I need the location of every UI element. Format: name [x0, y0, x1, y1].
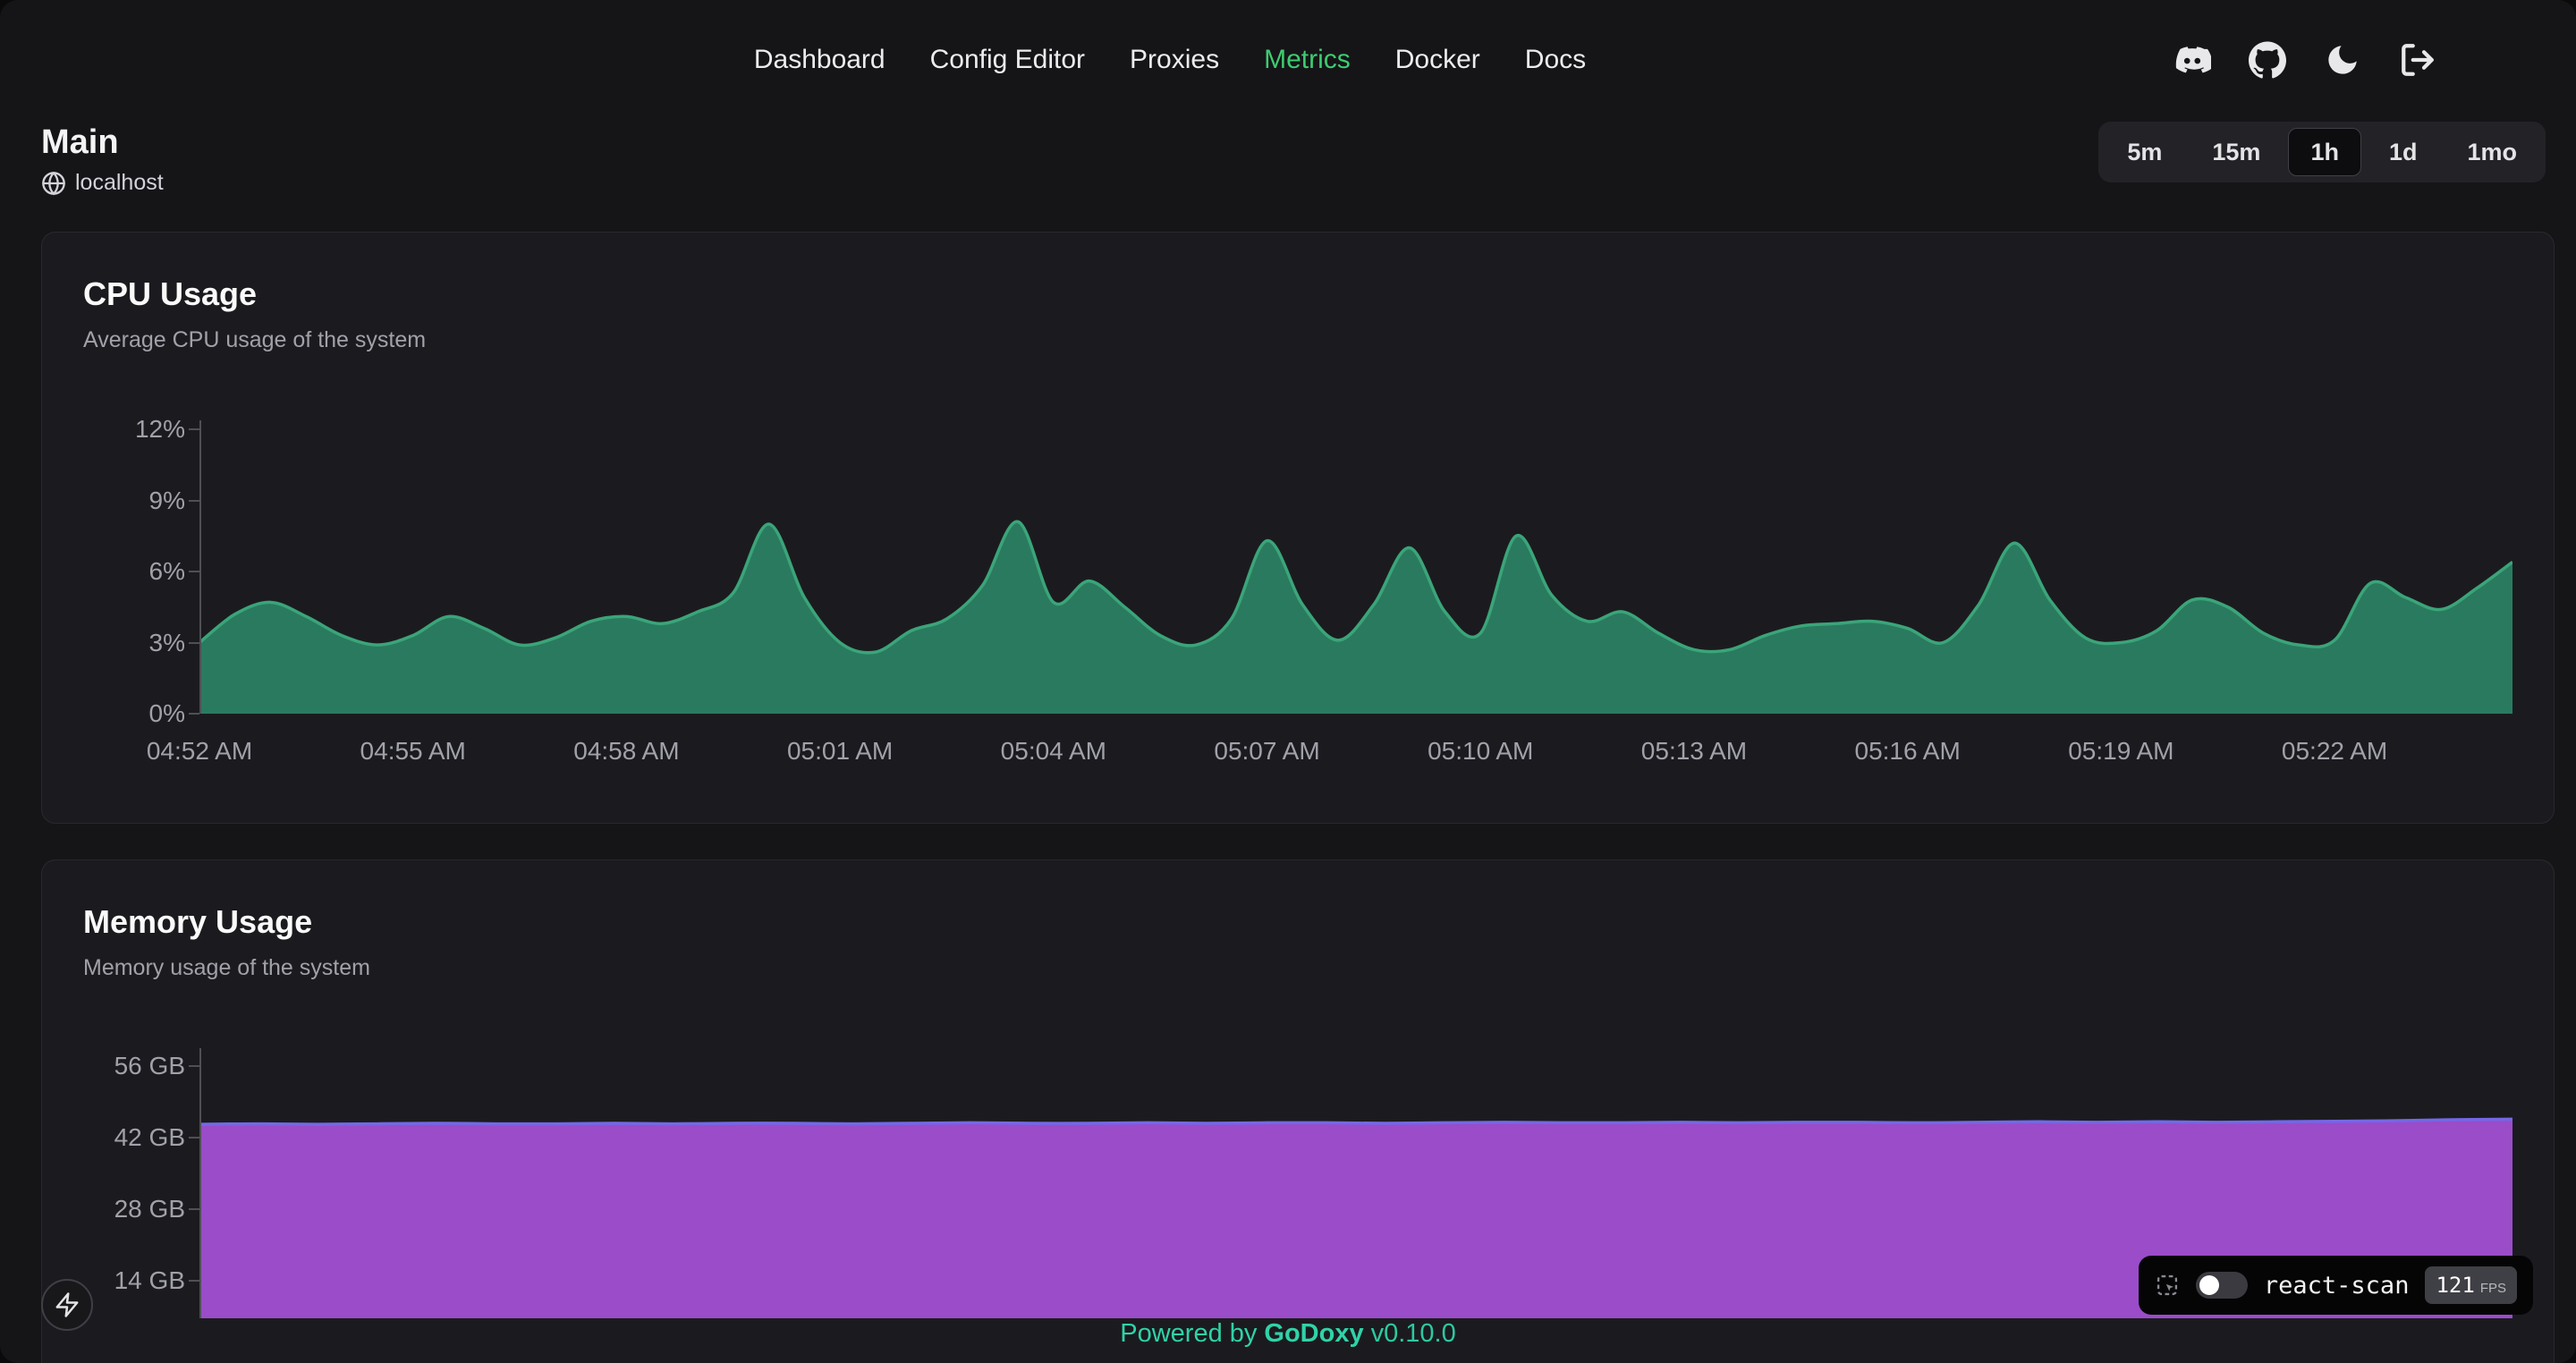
x-tick-label: 05:22 AM [2281, 737, 2388, 765]
x-tick-label: 05:04 AM [1000, 737, 1106, 765]
fps-badge: 121 FPS [2425, 1266, 2517, 1304]
cpu-usage-subtitle: Average CPU usage of the system [83, 327, 427, 352]
chart-plot-area [189, 1048, 2512, 1318]
metrics-main: CPU Usage Average CPU usage of the syste… [0, 232, 2576, 1363]
x-tick-label: 05:10 AM [1428, 737, 1534, 765]
y-axis-tick [189, 1280, 199, 1282]
x-tick-label: 04:55 AM [360, 737, 466, 765]
inspect-icon[interactable] [2155, 1273, 2180, 1298]
y-tick-label: 56 GB [114, 1052, 185, 1079]
x-tick-label: 05:01 AM [786, 737, 894, 765]
nav-icon-group [2174, 41, 2436, 79]
y-tick-label: 9% [148, 486, 185, 514]
y-tick-label: 6% [148, 557, 185, 585]
theme-toggle-button[interactable] [2324, 41, 2361, 79]
time-range-selector: 5m 15m 1h 1d 1mo [2098, 122, 2546, 182]
x-tick-label: 04:58 AM [573, 737, 680, 765]
y-tick-label: 14 GB [114, 1266, 185, 1294]
cpu-usage-title: CPU Usage [83, 275, 258, 312]
memory-usage-subtitle: Memory usage of the system [83, 955, 370, 980]
time-range-5m[interactable]: 5m [2105, 128, 2184, 176]
host-row: localhost [41, 170, 164, 196]
chart-clip [199, 1057, 2512, 1318]
lightning-icon [55, 1292, 79, 1317]
x-tick-label: 05:13 AM [1640, 737, 1748, 765]
nav-item-docs[interactable]: Docs [1524, 45, 1587, 74]
discord-button[interactable] [2174, 41, 2211, 79]
page-head: Main localhost 5m 15m 1h 1d 1mo [0, 122, 2576, 196]
y-axis-tick [189, 571, 199, 572]
logout-button[interactable] [2399, 41, 2436, 79]
x-axis-labels: 04:52 AM 04:55 AM 04:58 AM 05:01 AM 05:04 AM… [147, 737, 2512, 773]
x-tick-label: 05:16 AM [1854, 737, 1961, 765]
logout-icon [2402, 44, 2434, 76]
y-tick-label: 28 GB [114, 1195, 185, 1223]
y-axis-tick [189, 641, 199, 644]
time-range-1h[interactable]: 1h [2288, 128, 2361, 176]
top-nav: Dashboard Config Editor Proxies Metrics … [0, 0, 2576, 97]
nav-item-docker[interactable]: Docker [1394, 45, 1480, 74]
cpu-area-svg [199, 429, 2512, 714]
y-tick-label: 42 GB [114, 1123, 185, 1151]
memory-usage-chart: 14 GB 28 GB 42 GB 56 GB [83, 1048, 2512, 1318]
lightning-fab[interactable] [41, 1279, 93, 1331]
y-axis-tick [189, 1065, 199, 1067]
y-axis-tick [189, 1208, 199, 1210]
y-axis-tick [189, 1137, 199, 1139]
react-scan-toggle[interactable] [2195, 1272, 2248, 1299]
nav-item-proxies[interactable]: Proxies [1130, 45, 1220, 74]
memory-plot [189, 1048, 2512, 1318]
nav-item-dashboard[interactable]: Dashboard [753, 45, 886, 74]
site-info: Main localhost [41, 122, 164, 196]
y-axis-labels: 0% 3% 6% 9% 12% [83, 415, 199, 727]
memory-usage-card: Memory Usage Memory usage of the system … [41, 859, 2555, 1363]
memory-usage-title: Memory Usage [83, 903, 313, 940]
time-range-15m[interactable]: 15m [2190, 128, 2283, 176]
cpu-plot [189, 420, 2512, 715]
discord-icon [2175, 47, 2211, 73]
globe-icon [42, 171, 65, 195]
site-title: Main [41, 123, 119, 161]
time-range-1d[interactable]: 1d [2367, 128, 2440, 176]
y-axis-tick [189, 713, 199, 715]
y-tick-label: 3% [148, 628, 185, 656]
toggle-knob [2199, 1275, 2219, 1295]
y-axis-line [199, 1048, 201, 1318]
y-axis-line [199, 420, 201, 714]
fps-value: 121 [2436, 1273, 2475, 1298]
host-label: localhost [75, 170, 164, 195]
chart-plot-area: 04:52 AM 04:55 AM 04:58 AM 05:01 AM 05:04 AM… [147, 420, 2512, 773]
time-range-1mo[interactable]: 1mo [2445, 128, 2539, 176]
y-axis-labels: 14 GB 28 GB 42 GB 56 GB [83, 1052, 199, 1318]
github-icon [2249, 41, 2286, 79]
version-label: v0.10.0 [1370, 1319, 1456, 1348]
y-axis-tick [189, 499, 199, 502]
cpu-usage-card: CPU Usage Average CPU usage of the syste… [41, 232, 2555, 824]
x-tick-label: 04:52 AM [146, 737, 253, 765]
x-tick-label: 05:19 AM [2068, 737, 2174, 765]
nav-item-config-editor[interactable]: Config Editor [929, 45, 1086, 74]
godoxy-link[interactable]: GoDoxy [1264, 1319, 1364, 1348]
chart-clip [199, 429, 2512, 714]
powered-by-text: Powered by [1120, 1319, 1258, 1348]
y-tick-label: 12% [134, 415, 185, 443]
main-nav: Dashboard Config Editor Proxies Metrics … [754, 45, 1586, 75]
memory-area-svg [199, 1057, 2512, 1318]
cpu-usage-chart: 0% 3% 6% 9% 12% 04:52 AM 04:55 AM 04:58 AM 05:01… [83, 415, 2512, 773]
fps-unit: FPS [2479, 1281, 2506, 1296]
nav-item-metrics[interactable]: Metrics [1264, 45, 1351, 74]
footer: Powered by GoDoxy v0.10.0 [0, 1319, 2576, 1349]
y-axis-tick [189, 428, 199, 430]
x-tick-label: 05:07 AM [1214, 737, 1320, 765]
react-scan-label: react-scan [2263, 1271, 2410, 1300]
github-button[interactable] [2249, 41, 2286, 79]
dark-mode-icon [2328, 46, 2357, 74]
react-scan-toolbar[interactable]: react-scan 121 FPS [2138, 1256, 2533, 1315]
y-tick-label: 0% [148, 699, 185, 727]
